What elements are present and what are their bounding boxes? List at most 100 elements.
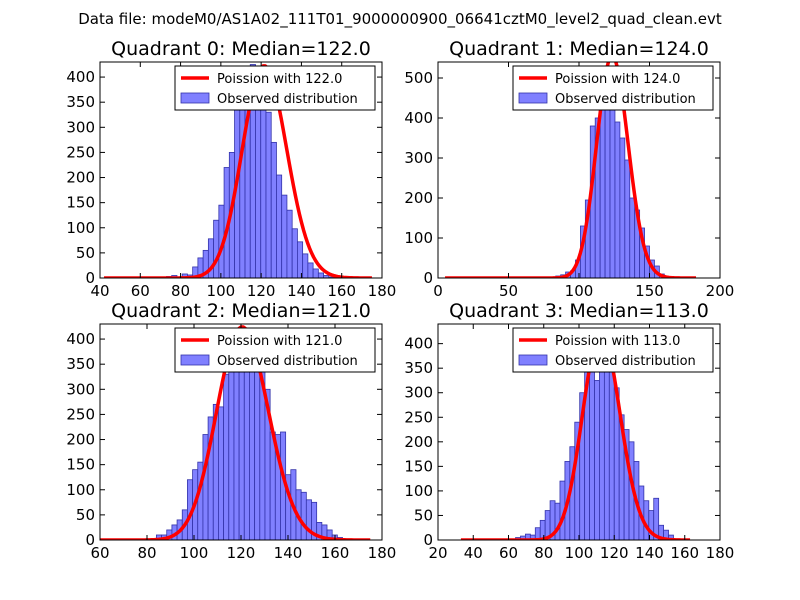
quadrant-3-chart: Quadrant 3: Median=113.0 20 40 60 80 100 120 14…	[404, 300, 734, 562]
histogram-bar	[239, 84, 246, 278]
figure-suptitle: Data file: modeM0/AS1A02_111T01_90000009…	[78, 10, 722, 29]
y-tick-label: 400	[404, 335, 433, 353]
x-tick-label: 180	[706, 544, 735, 562]
legend-bar-label: Observed distribution	[217, 354, 358, 369]
legend-line-label: Poission with 121.0	[217, 334, 342, 349]
y-tick-label: 100	[66, 481, 95, 499]
y-tick-label: 100	[66, 219, 95, 237]
quadrant-3-title: Quadrant 3: Median=113.0	[449, 300, 709, 322]
x-tick-label: 140	[274, 544, 303, 562]
axes-frame	[99, 61, 383, 279]
x-tick-label: 60	[90, 544, 109, 562]
y-tick-label: 350	[404, 359, 433, 377]
histogram-bar	[249, 343, 256, 540]
x-tick-label: 180	[368, 282, 397, 300]
quadrant-2-legend: Poission with 121.0 Observed distribution	[174, 327, 376, 373]
y-tick-label: 150	[66, 194, 95, 212]
quadrant-0-legend: Poission with 122.0 Observed distribution	[174, 65, 376, 111]
histogram-bar	[291, 228, 298, 278]
y-tick-label: 0	[85, 269, 95, 287]
x-tick-label: 200	[706, 282, 735, 300]
quadrant-3-bars	[515, 348, 674, 540]
legend-line-label: Poission with 124.0	[555, 72, 680, 87]
y-tick-label: 300	[404, 384, 433, 402]
x-tick-label: 120	[600, 544, 629, 562]
y-tick-label: 150	[66, 456, 95, 474]
histogram-bar	[603, 348, 610, 540]
y-tick-label: 200	[66, 431, 95, 449]
x-tick-label: 80	[171, 282, 190, 300]
legend-bar-swatch	[180, 354, 210, 366]
x-tick-label: 100	[565, 282, 594, 300]
x-tick-label: 80	[534, 544, 553, 562]
y-tick-label: 250	[66, 143, 95, 161]
y-tick-label: 200	[404, 189, 433, 207]
y-tick-label: 0	[423, 269, 433, 287]
legend-bar-label: Observed distribution	[555, 354, 696, 369]
quadrant-2-title: Quadrant 2: Median=121.0	[111, 300, 371, 322]
histogram-bar	[218, 406, 225, 540]
histogram-bar	[269, 431, 276, 540]
histogram-bar	[619, 137, 626, 278]
x-tick-label: 60	[499, 544, 518, 562]
y-tick-label: 100	[404, 482, 433, 500]
y-tick-label: 300	[66, 380, 95, 398]
y-tick-label: 50	[76, 244, 95, 262]
histogram-bar	[599, 370, 605, 540]
histogram-bar	[624, 159, 631, 278]
x-tick-label: 160	[321, 544, 350, 562]
y-tick-label: 200	[66, 169, 95, 187]
y-tick-label: 350	[66, 93, 95, 111]
y-tick-label: 300	[404, 149, 433, 167]
x-tick-label: 140	[287, 282, 316, 300]
x-tick-label: 50	[499, 282, 518, 300]
poisson-curve	[460, 330, 691, 540]
y-tick-label: 400	[404, 109, 433, 127]
histogram-bar	[608, 367, 615, 540]
histogram-bar	[238, 348, 245, 540]
x-tick-label: 20	[428, 544, 447, 562]
x-tick-label: 140	[635, 544, 664, 562]
histogram-bar	[276, 174, 283, 278]
histogram-bar	[296, 241, 304, 278]
x-tick-label: 120	[227, 544, 256, 562]
histogram-bar	[317, 272, 324, 278]
y-tick-label: 50	[414, 506, 433, 524]
histogram-bar	[589, 355, 595, 540]
x-tick-label: 120	[247, 282, 276, 300]
y-tick-label: 400	[66, 68, 95, 86]
histogram-bar	[312, 268, 319, 278]
x-tick-label: 40	[464, 544, 483, 562]
quadrant-0-title: Quadrant 0: Median=122.0	[111, 38, 371, 60]
quadrant-0-chart: Quadrant 0: Median=122.0 40 60 80 100 120 140 1…	[66, 38, 396, 300]
quadrant-3-legend: Poission with 113.0 Observed distribution	[512, 327, 714, 373]
x-tick-label: 150	[635, 282, 664, 300]
y-tick-label: 0	[85, 531, 95, 549]
legend-bar-label: Observed distribution	[555, 92, 696, 107]
histogram-bar	[653, 497, 660, 540]
quadrant-1-title: Quadrant 1: Median=124.0	[449, 38, 709, 60]
histogram-bar	[599, 99, 606, 278]
histogram-bar	[228, 353, 235, 540]
histogram-bar	[260, 104, 267, 278]
y-tick-label: 400	[66, 330, 95, 348]
y-tick-label: 350	[66, 355, 95, 373]
quadrant-1-legend: Poission with 124.0 Observed distribution	[512, 65, 714, 111]
x-tick-label: 180	[368, 544, 397, 562]
histogram-bar	[223, 373, 230, 540]
y-tick-label: 300	[66, 118, 95, 136]
quadrant-1-bars	[550, 89, 665, 278]
x-tick-label: 0	[433, 282, 443, 300]
y-tick-label: 50	[76, 506, 95, 524]
y-tick-label: 200	[404, 433, 433, 451]
quadrant-2-chart: Quadrant 2: Median=121.0 60 80 100 120 140 160…	[66, 300, 396, 562]
y-tick-label: 250	[404, 408, 433, 426]
x-tick-label: 60	[131, 282, 150, 300]
legend-bar-swatch	[180, 92, 210, 104]
histogram-bar	[614, 121, 621, 278]
quadrant-0-bars	[166, 64, 335, 278]
y-tick-label: 250	[66, 405, 95, 423]
histogram-bar	[243, 371, 250, 540]
histogram-bar	[300, 491, 307, 540]
